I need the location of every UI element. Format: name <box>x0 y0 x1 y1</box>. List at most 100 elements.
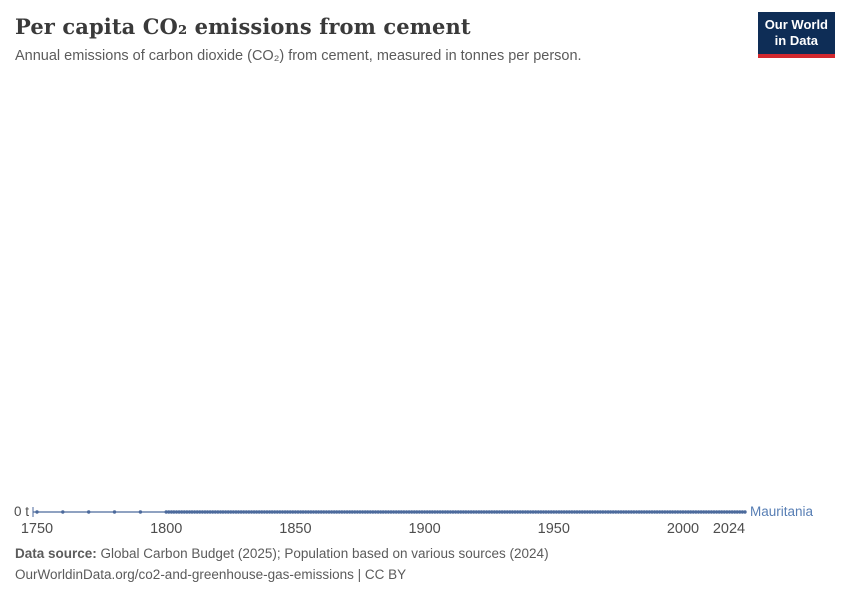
owid-logo[interactable]: Our World in Data <box>757 12 835 58</box>
entity-label-mauritania[interactable]: Mauritania <box>750 504 814 519</box>
data-point-marker <box>614 510 618 514</box>
data-point-marker <box>678 510 683 514</box>
data-point-marker <box>598 510 602 514</box>
data-point-marker <box>639 510 644 514</box>
data-point-marker <box>430 510 434 514</box>
data-point-marker <box>412 510 416 514</box>
data-point-marker <box>391 510 396 514</box>
data-point-marker <box>177 510 181 514</box>
data-point-marker <box>451 510 455 514</box>
data-point-marker <box>539 510 543 514</box>
data-point-marker <box>608 510 613 514</box>
data-point-marker <box>456 510 460 514</box>
data-point-marker <box>681 510 685 514</box>
data-point-marker <box>704 510 708 514</box>
data-point-marker <box>601 510 605 514</box>
data-point-marker <box>226 510 230 514</box>
data-point-marker <box>559 510 564 514</box>
data-point-marker <box>733 510 737 514</box>
data-source-text: Global Carbon Budget (2025); Population … <box>96 545 549 561</box>
data-point-marker <box>572 510 577 514</box>
data-point-marker <box>714 510 719 514</box>
data-point-marker <box>464 510 468 514</box>
data-point-marker <box>301 510 305 514</box>
data-point-marker <box>280 510 285 514</box>
data-point-marker <box>702 510 706 514</box>
data-point-marker <box>275 510 279 514</box>
data-point-marker <box>260 510 264 514</box>
data-point-marker <box>689 510 693 514</box>
data-point-marker <box>205 510 210 514</box>
data-point-marker <box>510 510 515 514</box>
data-point-marker <box>345 510 349 514</box>
data-point-marker <box>722 510 726 514</box>
data-point-marker <box>459 510 463 514</box>
data-point-marker <box>596 510 600 514</box>
data-point-marker <box>112 510 117 514</box>
data-point-marker <box>285 510 290 514</box>
data-point-marker <box>340 510 344 514</box>
data-point-marker <box>585 510 590 514</box>
data-point-marker <box>461 510 466 514</box>
data-point-marker <box>629 510 633 514</box>
data-point-marker <box>634 510 639 514</box>
data-point-marker <box>195 510 199 514</box>
data-point-marker <box>567 510 571 514</box>
data-point-marker <box>658 510 662 514</box>
data-point-marker <box>534 510 538 514</box>
x-tick-label: 2024 <box>713 521 745 537</box>
data-point-marker <box>720 510 724 514</box>
data-point-marker <box>668 510 672 514</box>
data-point-marker <box>208 510 212 514</box>
data-point-marker <box>316 510 321 514</box>
data-point-marker <box>363 510 367 514</box>
data-point-marker <box>531 510 535 514</box>
data-point-marker <box>526 510 530 514</box>
data-point-marker <box>443 510 447 514</box>
data-point-marker <box>676 510 680 514</box>
x-tick-label: 2000 <box>667 521 699 537</box>
data-point-marker <box>557 510 561 514</box>
data-point-marker <box>673 510 677 514</box>
data-point-marker <box>603 510 608 514</box>
attribution-link[interactable]: OurWorldinData.org/co2-and-greenhouse-ga… <box>15 567 407 583</box>
data-point-marker <box>373 510 378 514</box>
data-point-marker <box>270 510 274 514</box>
data-point-marker <box>358 510 362 514</box>
data-point-marker <box>513 510 517 514</box>
data-point-marker <box>399 510 403 514</box>
data-point-marker <box>335 510 339 514</box>
data-point-marker <box>187 510 192 514</box>
data-point-marker <box>242 510 246 514</box>
data-point-marker <box>554 510 559 514</box>
data-point-marker <box>314 510 318 514</box>
data-point-marker <box>213 510 217 514</box>
data-point-marker <box>239 510 243 514</box>
data-point-marker <box>738 510 742 514</box>
owid-logo-line2: in Data <box>774 33 819 49</box>
data-point-marker <box>712 510 716 514</box>
data-point-marker <box>637 510 641 514</box>
data-point-marker <box>645 510 649 514</box>
data-point-marker <box>577 510 582 514</box>
data-point-marker <box>223 510 228 514</box>
data-point-marker <box>497 510 502 514</box>
data-point-marker <box>410 510 414 514</box>
data-point-marker <box>541 510 546 514</box>
data-point-marker <box>249 510 254 514</box>
data-point-marker <box>482 510 486 514</box>
chart-footer: Data source: Global Carbon Budget (2025)… <box>15 543 549 586</box>
data-point-marker <box>329 510 334 514</box>
data-point-marker <box>484 510 489 514</box>
data-point-marker <box>523 510 528 514</box>
data-point-marker <box>304 510 308 514</box>
data-point-marker <box>655 510 659 514</box>
data-point-marker <box>273 510 277 514</box>
data-point-marker <box>180 510 184 514</box>
data-point-marker <box>552 510 556 514</box>
data-source-line: Data source: Global Carbon Budget (2025)… <box>15 543 549 565</box>
data-point-marker <box>234 510 238 514</box>
data-point-marker <box>306 510 310 514</box>
chart-title: Per capita CO₂ emissions from cement <box>15 14 471 39</box>
